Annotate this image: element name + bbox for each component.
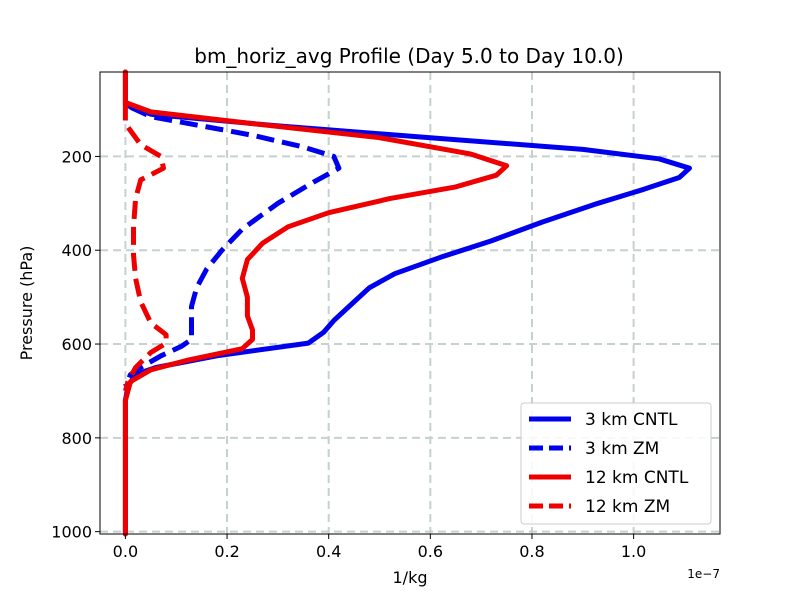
series-line-3-km-zm (123, 104, 342, 388)
x-tick-label: 0.6 (418, 542, 443, 561)
y-tick-label: 400 (61, 241, 92, 260)
plot-frame (99, 71, 721, 535)
legend-label: 3 km ZM (585, 439, 659, 459)
y-tick-label: 600 (61, 335, 92, 354)
legend-frame (520, 402, 712, 525)
y-tick-label: 200 (61, 147, 92, 166)
y-tick-label: 800 (61, 429, 92, 448)
legend-label: 12 km CNTL (585, 468, 689, 488)
legend-label: 12 km ZM (585, 497, 670, 517)
legend: 3 km CNTL 3 km ZM 12 km CNTL 12 km ZM (520, 402, 712, 525)
chart-title: bm_horiz_avg Profile (Day 5.0 to Day 10.… (194, 44, 624, 68)
x-tick-label: 1.0 (621, 542, 646, 561)
x-tick-label: 0.4 (316, 542, 341, 561)
x-tick-label: 0.8 (519, 542, 544, 561)
x-tick-label: 0.2 (214, 542, 239, 561)
series-line-12-km-zm (122, 102, 169, 392)
y-tick-label: 1000 (51, 523, 92, 542)
x-axis-label: 1/kg (393, 568, 428, 587)
y-axis-label: Pressure (hPa) (17, 246, 36, 361)
axis-ticks: 0.0 0.2 0.4 0.6 0.8 1.0 200 400 600 800 1000 (51, 147, 646, 561)
series-lines (122, 69, 692, 537)
x-tick-label: 0.0 (113, 542, 138, 561)
x-scale-label: 1e−7 (687, 567, 720, 581)
legend-label: 3 km CNTL (585, 410, 678, 430)
series-line-12-km-cntl (122, 69, 510, 537)
